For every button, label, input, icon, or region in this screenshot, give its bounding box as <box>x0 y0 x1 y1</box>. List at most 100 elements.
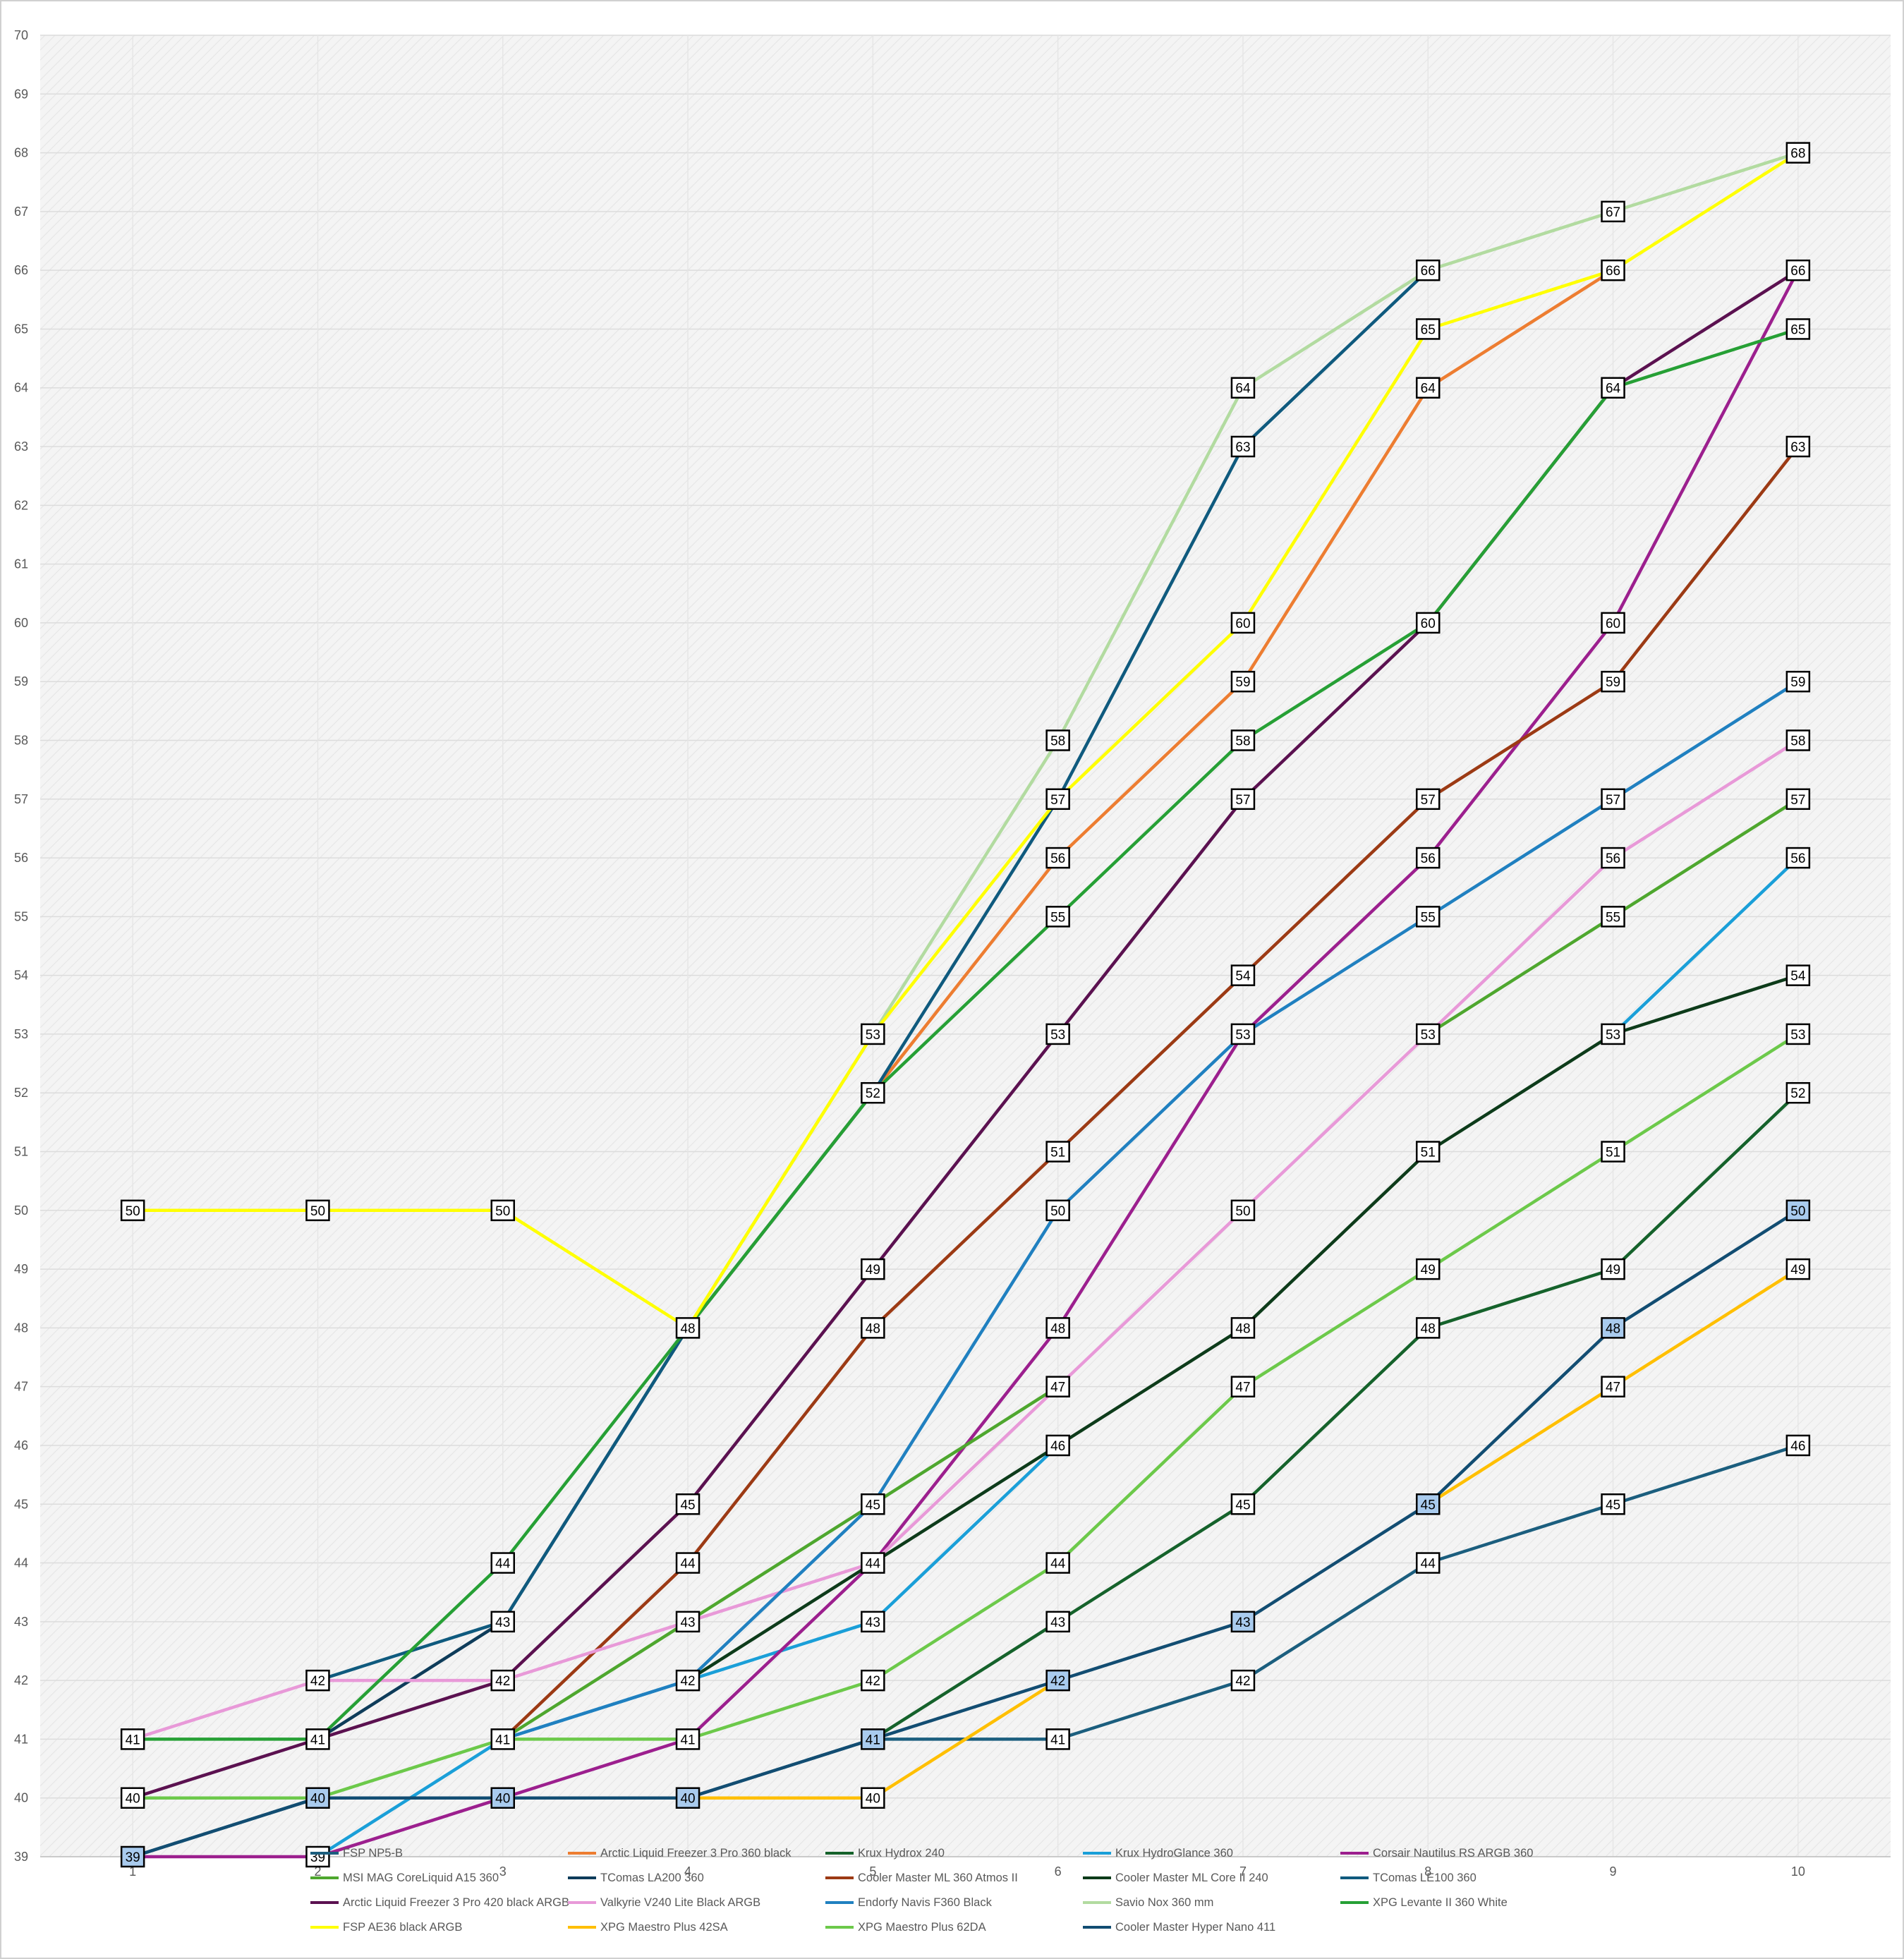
data-label-box <box>861 1787 885 1809</box>
data-label-text: 48 <box>1606 1321 1620 1336</box>
data-label-box <box>1045 1376 1070 1397</box>
data-label: 48 <box>1230 1317 1256 1339</box>
data-label-box <box>1601 1376 1625 1397</box>
data-label: 42 <box>861 1669 885 1692</box>
data-label-box <box>1230 435 1256 458</box>
data-label-text: 42 <box>310 1674 325 1689</box>
y-tick-label: 60 <box>14 616 28 630</box>
data-label-box <box>490 1669 515 1692</box>
data-label-text: 44 <box>680 1557 696 1572</box>
legend-label: Valkyrie V240 Lite Black ARGB <box>600 1896 760 1909</box>
y-tick-label: 70 <box>14 28 28 42</box>
data-label-text: 41 <box>126 1733 140 1747</box>
legend-item: Valkyrie V240 Lite Black ARGB <box>568 1896 760 1909</box>
data-label: 58 <box>1230 729 1256 751</box>
legend-label: TComas LA200 360 <box>600 1872 704 1884</box>
y-tick-label: 41 <box>14 1732 28 1746</box>
data-label: 53 <box>861 1023 885 1045</box>
data-label-text: 67 <box>1606 205 1620 220</box>
data-label: 42 <box>305 1669 330 1692</box>
data-label-box <box>1416 906 1441 928</box>
y-tick-label: 65 <box>14 322 28 336</box>
data-label: 60 <box>1416 612 1441 634</box>
data-label: 48 <box>1045 1317 1070 1339</box>
data-label-box <box>1045 1434 1070 1457</box>
data-label: 66 <box>1601 259 1625 281</box>
data-label-box <box>1230 1199 1256 1222</box>
data-label-text: 48 <box>1050 1321 1065 1336</box>
legend-item: Arctic Liquid Freezer 3 Pro 420 black AR… <box>310 1896 569 1909</box>
data-label: 53 <box>1416 1023 1441 1045</box>
data-label-text: 44 <box>1421 1557 1436 1572</box>
y-tick-label: 63 <box>14 439 28 454</box>
data-label: 41 <box>120 1728 145 1750</box>
legend-item: Krux Hydrox 240 <box>825 1847 945 1860</box>
legend-label: Cooler Master ML Core II 240 <box>1115 1872 1268 1884</box>
data-label-box <box>305 1787 330 1809</box>
data-label: 51 <box>1416 1141 1441 1163</box>
data-label-text: 50 <box>126 1204 140 1219</box>
data-label: 68 <box>1785 142 1811 164</box>
data-label-text: 49 <box>1790 1263 1805 1278</box>
x-tick-label: 8 <box>1424 1864 1431 1879</box>
data-label-box <box>490 1787 515 1809</box>
series-line <box>131 1208 1800 1859</box>
y-tick-label: 49 <box>14 1262 28 1276</box>
data-label: 41 <box>305 1728 330 1750</box>
legend-label: XPG Maestro Plus 42SA <box>600 1921 728 1934</box>
data-label-text: 52 <box>866 1086 880 1101</box>
data-label-text: 50 <box>1235 1204 1250 1219</box>
data-label: 43 <box>675 1611 701 1633</box>
data-label-box <box>1601 1493 1625 1515</box>
data-label: 58 <box>1045 729 1070 751</box>
data-label-text: 51 <box>1050 1146 1065 1160</box>
data-label-box <box>1416 259 1441 281</box>
data-label-text: 43 <box>1235 1615 1250 1630</box>
data-label-text: 68 <box>1790 147 1805 162</box>
data-label-text: 50 <box>310 1204 325 1219</box>
data-label-box <box>1785 729 1811 751</box>
legend-label: TComas LE100 360 <box>1373 1872 1476 1884</box>
data-label-box <box>1416 612 1441 634</box>
legend-item: Arctic Liquid Freezer 3 Pro 360 black <box>568 1847 792 1860</box>
data-label-box <box>861 1669 885 1692</box>
data-label-box <box>1416 788 1441 811</box>
series-line <box>501 1385 1060 1741</box>
data-label-box <box>675 1787 701 1809</box>
x-tick-label: 3 <box>499 1864 507 1879</box>
legend: FSP NP5-B Arctic Liquid Freezer 3 Pro 360… <box>310 1847 1533 1934</box>
data-label-text: 63 <box>1235 440 1250 455</box>
data-label-text: 49 <box>866 1263 880 1278</box>
data-label: 50 <box>305 1199 330 1222</box>
data-label: 41 <box>490 1728 515 1750</box>
data-label-box <box>1601 1141 1625 1163</box>
legend-item: Cooler Master Hyper Nano 411 <box>1083 1921 1275 1934</box>
data-label: 45 <box>1601 1493 1625 1515</box>
data-label-text: 57 <box>1790 793 1805 808</box>
data-label-box <box>1230 1023 1256 1045</box>
data-label: 45 <box>1416 1493 1441 1515</box>
data-label-text: 42 <box>1050 1674 1065 1689</box>
data-label-box <box>490 1728 515 1750</box>
data-label: 43 <box>1230 1611 1256 1633</box>
data-label: 56 <box>1045 847 1070 869</box>
data-label-text: 53 <box>1606 1028 1620 1043</box>
data-label-box <box>1601 670 1625 693</box>
data-label-text: 47 <box>1235 1381 1250 1395</box>
series-line <box>131 151 1800 1330</box>
data-label-box <box>861 1023 885 1045</box>
data-label-text: 48 <box>680 1321 695 1336</box>
data-label-box <box>1416 1317 1441 1339</box>
data-label-text: 57 <box>1421 793 1436 808</box>
data-label-box <box>1785 1081 1811 1104</box>
data-label: 50 <box>1785 1199 1811 1222</box>
data-label-text: 40 <box>495 1792 510 1807</box>
data-label: 41 <box>675 1728 701 1750</box>
data-label-text: 53 <box>1421 1028 1436 1043</box>
data-label: 64 <box>1416 377 1441 399</box>
data-label-text: 42 <box>1235 1674 1250 1689</box>
data-label-text: 55 <box>1050 910 1065 925</box>
data-label-box <box>1045 1141 1070 1163</box>
data-label-text: 51 <box>1421 1146 1436 1160</box>
